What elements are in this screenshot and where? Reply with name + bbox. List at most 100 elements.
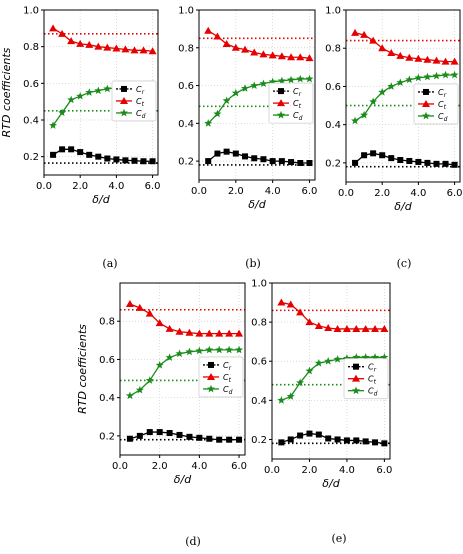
data-point-Cd	[155, 360, 164, 369]
data-point-Ct	[414, 54, 423, 62]
data-point-Cr	[433, 160, 440, 167]
x-tick-label: 2.0	[374, 188, 390, 199]
data-point-Cd	[286, 392, 295, 400]
data-point-Ct	[387, 49, 396, 56]
data-point-Cd	[371, 353, 380, 361]
data-point-Cd	[414, 73, 423, 82]
data-point-Cr	[269, 158, 276, 165]
x-tick-label: 2.0	[228, 186, 244, 197]
data-point-Cr	[306, 160, 313, 166]
data-point-Ct	[235, 329, 244, 337]
legend-label-Cd: Cd	[293, 111, 303, 122]
series-line-Ct	[281, 301, 385, 330]
y-tick-label: 0.6	[99, 355, 115, 366]
data-point-Cr	[442, 160, 449, 167]
x-tick-label: 2.0	[152, 461, 168, 472]
y-tick-label: 0.2	[325, 158, 341, 169]
data-point-Cr	[278, 439, 285, 446]
x-tick-label: 0.0	[191, 186, 207, 197]
x-axis-label: δ/d	[394, 200, 412, 213]
data-point-Ct	[112, 44, 121, 52]
data-point-Cd	[432, 71, 441, 80]
data-point-Ct	[333, 324, 342, 332]
data-point-Cd	[175, 349, 184, 358]
data-point-Cr	[352, 159, 359, 166]
data-point-Cr	[260, 156, 267, 163]
data-point-Cd	[94, 86, 103, 95]
x-tick-label: 0.0	[112, 461, 128, 472]
data-point-Ct	[250, 48, 259, 56]
data-point-Cd	[268, 77, 277, 86]
x-tick-label: 6.0	[302, 186, 318, 197]
data-point-Cd	[250, 81, 259, 89]
data-point-Ct	[139, 46, 148, 54]
data-point-Cr	[287, 436, 294, 443]
x-tick-label: 0.0	[338, 188, 354, 199]
legend-label-Cr: Cr	[368, 363, 377, 374]
x-tick-label: 6.0	[231, 461, 247, 472]
legend-marker-Ct	[352, 374, 360, 382]
legend-label-Ct: Ct	[223, 373, 232, 384]
data-point-Ct	[450, 57, 459, 65]
data-point-Ct	[231, 43, 240, 51]
subplot-caption: (b)	[245, 257, 261, 270]
legend-label-Cd: Cd	[368, 387, 378, 398]
data-point-Ct	[175, 327, 184, 335]
data-point-Cr	[149, 158, 156, 165]
data-point-Ct	[195, 329, 204, 337]
data-point-Ct	[371, 324, 380, 332]
data-point-Cr	[361, 152, 368, 159]
data-point-Cr	[156, 429, 163, 436]
series-line-Cr	[52, 148, 153, 162]
data-point-Ct	[351, 28, 360, 36]
data-point-Cr	[226, 436, 233, 443]
data-point-Cd	[405, 75, 414, 84]
data-point-Cr	[166, 430, 173, 437]
data-point-Ct	[49, 24, 58, 32]
x-tick-label: 0.0	[36, 181, 52, 192]
data-point-Ct	[241, 45, 250, 53]
y-tick-label: 0.8	[325, 44, 341, 55]
data-point-Cr	[370, 150, 377, 157]
y-tick-label: 0.8	[99, 317, 115, 328]
data-point-Cr	[288, 159, 295, 166]
legend-label-Cr: Cr	[136, 85, 145, 96]
data-point-Cd	[231, 88, 240, 97]
y-tick-label: 0.2	[251, 435, 267, 446]
subplot-caption: (c)	[397, 257, 412, 270]
x-axis-label: δ/d	[248, 198, 266, 211]
series-line-Ct	[52, 27, 153, 52]
data-point-Ct	[213, 32, 222, 40]
data-point-Cd	[333, 355, 342, 363]
data-point-Ct	[396, 51, 405, 59]
data-point-Ct	[165, 324, 174, 332]
data-point-Ct	[204, 26, 213, 34]
data-point-Cd	[195, 346, 204, 355]
data-point-Ct	[85, 40, 94, 48]
data-point-Ct	[225, 329, 234, 337]
data-point-Ct	[405, 53, 414, 61]
data-point-Ct	[259, 50, 268, 58]
data-point-Cd	[342, 354, 351, 362]
data-point-Cr	[122, 157, 129, 164]
data-point-Cr	[216, 436, 223, 443]
data-point-Ct	[441, 57, 450, 65]
data-point-Cr	[397, 157, 404, 164]
series-line-Ct	[129, 303, 240, 335]
data-point-Cr	[297, 432, 304, 439]
plot-frame	[345, 9, 461, 183]
x-tick-label: 4.0	[339, 465, 355, 476]
data-point-Ct	[378, 44, 387, 52]
legend-label-Cd: Cd	[136, 109, 146, 120]
series-line-Cr	[281, 432, 385, 445]
x-tick-label: 4.0	[108, 181, 124, 192]
data-point-Cr	[140, 158, 147, 165]
data-point-Ct	[423, 55, 432, 63]
data-point-Cd	[213, 109, 222, 118]
data-point-Cd	[378, 87, 387, 96]
data-point-Cd	[76, 91, 85, 100]
x-tick-label: 4.0	[410, 188, 426, 199]
data-point-Cd	[351, 116, 360, 125]
data-point-Ct	[135, 303, 144, 311]
